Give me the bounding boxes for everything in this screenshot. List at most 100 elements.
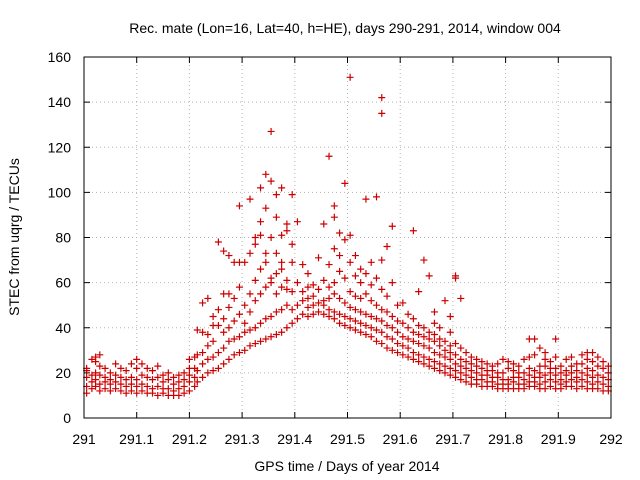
data-point-marker: [573, 373, 581, 381]
data-point-marker: [510, 367, 518, 375]
data-point-marker: [394, 340, 402, 348]
data-point-marker: [351, 252, 359, 260]
data-point-marker: [272, 331, 280, 339]
data-point-marker: [267, 333, 275, 341]
data-point-marker: [362, 270, 370, 278]
data-point-marker: [341, 236, 349, 244]
data-point-marker: [154, 373, 162, 381]
data-point-marker: [546, 358, 554, 366]
data-point-marker: [541, 362, 549, 370]
data-point-marker: [441, 353, 449, 361]
data-point-marker: [520, 369, 528, 377]
data-point-marker: [457, 355, 465, 363]
data-point-marker: [293, 279, 301, 287]
data-point-marker: [552, 353, 560, 361]
data-point-marker: [367, 333, 375, 341]
data-point-marker: [531, 367, 539, 375]
data-point-marker: [106, 387, 114, 395]
data-point-marker: [351, 306, 359, 314]
data-point-marker: [362, 195, 370, 203]
data-point-marker: [133, 376, 141, 384]
data-point-marker: [143, 373, 151, 381]
data-point-marker: [378, 256, 386, 264]
data-point-marker: [436, 351, 444, 359]
data-point-marker: [283, 227, 291, 235]
data-point-marker: [436, 324, 444, 332]
data-point-marker: [199, 328, 207, 336]
x-tick-labels: 291 291.1 291.2 291.3 291.4 291.5 291.6 291.7 29…: [72, 431, 623, 447]
data-point-marker: [546, 382, 554, 390]
data-point-marker: [504, 358, 512, 366]
data-point-marker: [394, 328, 402, 336]
data-point-marker: [214, 238, 222, 246]
data-point-marker: [164, 385, 172, 393]
data-point-marker: [304, 312, 312, 320]
data-point-marker: [457, 369, 465, 377]
data-point-marker: [246, 342, 254, 350]
data-point-marker: [214, 364, 222, 372]
data-point-marker: [204, 294, 212, 302]
data-point-marker: [541, 349, 549, 357]
data-point-marker: [170, 380, 178, 388]
data-point-marker: [594, 371, 602, 379]
y-tick-label: 0: [63, 410, 71, 426]
x-tick-label: 291.8: [488, 431, 523, 447]
data-point-marker: [325, 283, 333, 291]
data-point-marker: [415, 340, 423, 348]
data-point-marker: [404, 335, 412, 343]
data-point-marker: [430, 337, 438, 345]
data-point-marker: [415, 351, 423, 359]
data-point-marker: [106, 376, 114, 384]
data-point-marker: [278, 283, 286, 291]
data-point-marker: [112, 360, 120, 368]
y-axis-label: STEC from uqrg / TECUs: [6, 158, 22, 316]
data-point-marker: [573, 385, 581, 393]
data-point-marker: [185, 378, 193, 386]
data-point-marker: [462, 371, 470, 379]
data-point-marker: [101, 373, 109, 381]
data-point-marker: [441, 369, 449, 377]
data-point-marker: [267, 127, 275, 135]
data-point-marker: [436, 367, 444, 375]
data-point-marker: [457, 362, 465, 370]
data-point-marker: [372, 274, 380, 282]
data-point-marker: [209, 337, 217, 345]
data-point-marker: [378, 94, 386, 102]
data-point-marker: [420, 342, 428, 350]
data-point-marker: [293, 301, 301, 309]
data-point-marker: [220, 328, 228, 336]
data-point-marker: [446, 349, 454, 357]
data-point-marker: [209, 312, 217, 320]
data-point-marker: [185, 387, 193, 395]
data-point-marker: [341, 299, 349, 307]
data-point-marker: [583, 355, 591, 363]
y-tick-label: 120: [48, 139, 72, 155]
data-point-marker: [578, 376, 586, 384]
data-point-marker: [262, 170, 270, 178]
data-point-marker: [122, 367, 130, 375]
data-point-marker: [299, 310, 307, 318]
data-point-marker: [446, 371, 454, 379]
data-point-marker: [589, 349, 597, 357]
data-point-marker: [378, 285, 386, 293]
data-point-marker: [383, 321, 391, 329]
data-point-marker: [346, 288, 354, 296]
data-point-marker: [175, 385, 183, 393]
data-point-marker: [336, 267, 344, 275]
data-point-marker: [346, 315, 354, 323]
data-point-marker: [567, 369, 575, 377]
data-point-marker: [394, 317, 402, 325]
data-point-marker: [583, 371, 591, 379]
data-point-marker: [246, 326, 254, 334]
x-tick-label: 291.3: [225, 431, 260, 447]
data-point-marker: [541, 385, 549, 393]
data-point-marker: [325, 306, 333, 314]
data-point-marker: [599, 373, 607, 381]
data-point-marker: [96, 371, 104, 379]
data-point-marker: [425, 335, 433, 343]
data-point-marker: [425, 328, 433, 336]
data-point-marker: [320, 310, 328, 318]
axis-ticks: [83, 56, 612, 419]
data-point-marker: [225, 355, 233, 363]
data-point-marker: [357, 279, 365, 287]
